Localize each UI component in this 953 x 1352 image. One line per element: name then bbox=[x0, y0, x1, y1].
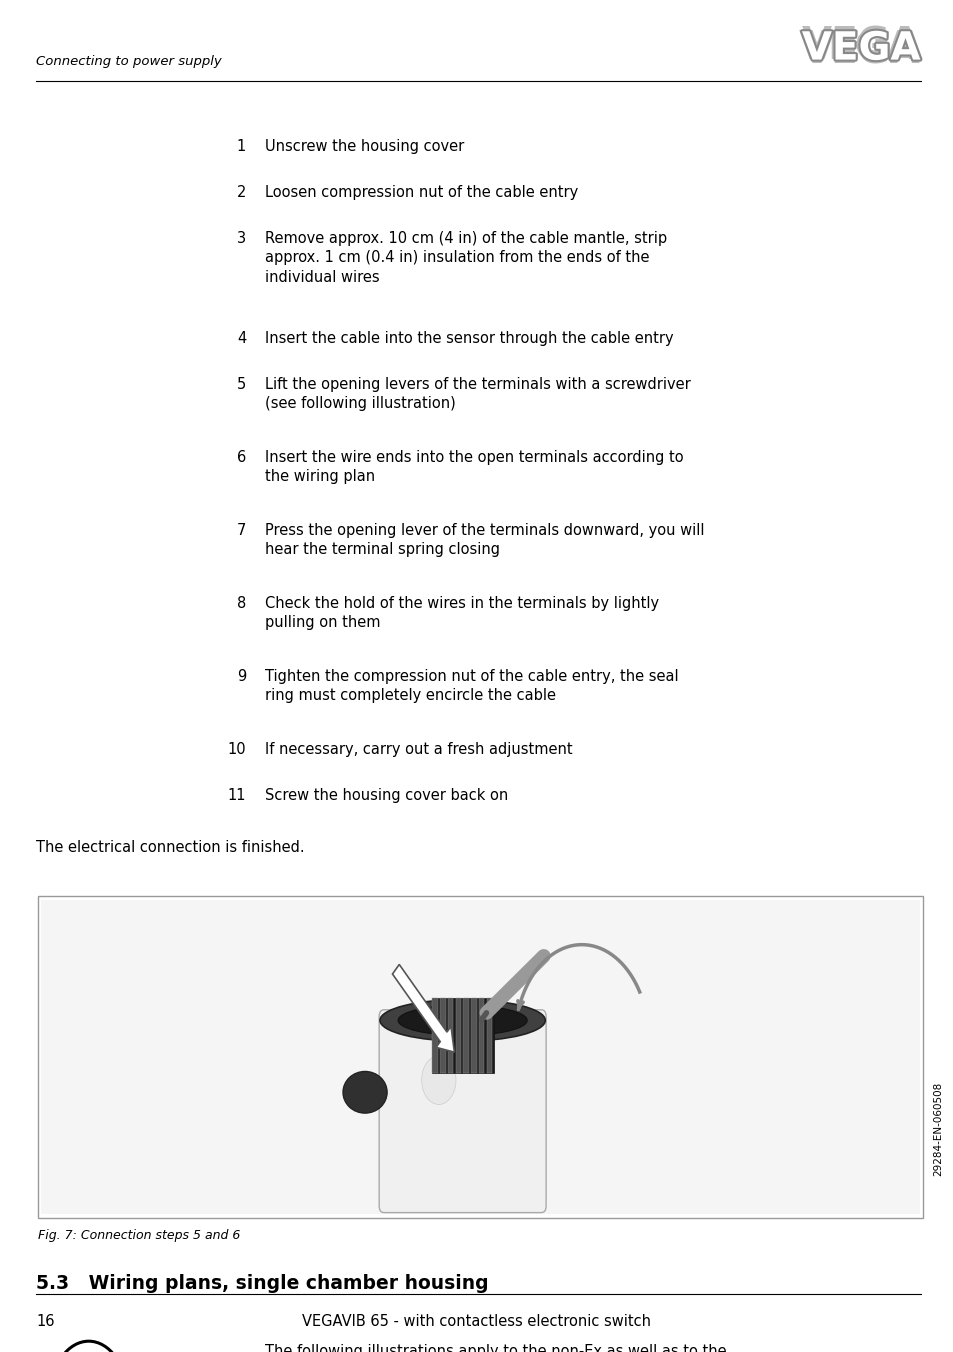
Text: 16: 16 bbox=[36, 1314, 54, 1329]
Text: 4: 4 bbox=[236, 331, 246, 346]
Bar bbox=[463, 998, 468, 1072]
Text: Tighten the compression nut of the cable entry, the seal
ring must completely en: Tighten the compression nut of the cable… bbox=[265, 669, 679, 703]
Text: 3: 3 bbox=[236, 231, 246, 246]
Text: VEGA: VEGA bbox=[801, 30, 920, 68]
Bar bbox=[439, 998, 445, 1072]
Bar bbox=[38, 896, 922, 1218]
FancyBboxPatch shape bbox=[378, 1010, 545, 1213]
Text: VEGA: VEGA bbox=[801, 30, 920, 68]
Text: Check the hold of the wires in the terminals by lightly
pulling on them: Check the hold of the wires in the termi… bbox=[265, 596, 659, 630]
FancyArrow shape bbox=[392, 964, 454, 1052]
Text: The electrical connection is finished.: The electrical connection is finished. bbox=[36, 840, 305, 854]
Point bbox=[476, 1011, 487, 1028]
Text: VEGA: VEGA bbox=[799, 30, 917, 68]
Ellipse shape bbox=[397, 1006, 527, 1036]
Bar bbox=[456, 998, 460, 1072]
Text: 10: 10 bbox=[227, 742, 246, 757]
Bar bbox=[478, 998, 484, 1072]
Text: 5.3   Wiring plans, single chamber housing: 5.3 Wiring plans, single chamber housing bbox=[36, 1274, 488, 1293]
Text: 2: 2 bbox=[236, 185, 246, 200]
Bar bbox=[486, 998, 492, 1072]
Text: 9: 9 bbox=[236, 669, 246, 684]
Bar bbox=[432, 998, 437, 1072]
Bar bbox=[41, 900, 919, 1214]
Text: 5: 5 bbox=[236, 377, 246, 392]
Point bbox=[480, 1005, 492, 1021]
Bar bbox=[471, 998, 476, 1072]
Ellipse shape bbox=[379, 999, 545, 1041]
Text: Unscrew the housing cover: Unscrew the housing cover bbox=[265, 139, 464, 154]
Bar bbox=[448, 998, 453, 1072]
Text: Fig. 7: Connection steps 5 and 6: Fig. 7: Connection steps 5 and 6 bbox=[38, 1229, 240, 1242]
Text: The following illustrations apply to the non-Ex as well as to the
EEx d version.: The following illustrations apply to the… bbox=[265, 1344, 726, 1352]
Text: Lift the opening levers of the terminals with a screwdriver
(see following illus: Lift the opening levers of the terminals… bbox=[265, 377, 690, 411]
Text: 6: 6 bbox=[236, 450, 246, 465]
Bar bbox=[431, 998, 493, 1072]
Text: VEGA: VEGA bbox=[801, 30, 920, 68]
Text: 29284-EN-060508: 29284-EN-060508 bbox=[932, 1082, 942, 1176]
Text: VEGA: VEGA bbox=[801, 26, 920, 64]
Text: 11: 11 bbox=[228, 788, 246, 803]
Circle shape bbox=[421, 1056, 456, 1105]
Text: Loosen compression nut of the cable entry: Loosen compression nut of the cable entr… bbox=[265, 185, 578, 200]
Line: 2 pts: 2 pts bbox=[486, 956, 543, 1013]
Text: Insert the cable into the sensor through the cable entry: Insert the cable into the sensor through… bbox=[265, 331, 673, 346]
Text: VEGA: VEGA bbox=[804, 30, 923, 68]
Text: Connecting to power supply: Connecting to power supply bbox=[36, 54, 222, 68]
Text: Remove approx. 10 cm (4 in) of the cable mantle, strip
approx. 1 cm (0.4 in) ins: Remove approx. 10 cm (4 in) of the cable… bbox=[265, 231, 667, 284]
Text: Insert the wire ends into the open terminals according to
the wiring plan: Insert the wire ends into the open termi… bbox=[265, 450, 683, 484]
Circle shape bbox=[51, 1341, 127, 1352]
Text: Screw the housing cover back on: Screw the housing cover back on bbox=[265, 788, 508, 803]
Text: If necessary, carry out a fresh adjustment: If necessary, carry out a fresh adjustme… bbox=[265, 742, 572, 757]
Text: VEGAVIB 65 - with contactless electronic switch: VEGAVIB 65 - with contactless electronic… bbox=[302, 1314, 651, 1329]
Text: 1: 1 bbox=[236, 139, 246, 154]
Text: Press the opening lever of the terminals downward, you will
hear the terminal sp: Press the opening lever of the terminals… bbox=[265, 523, 704, 557]
Ellipse shape bbox=[343, 1072, 387, 1113]
Text: VEGA: VEGA bbox=[801, 34, 920, 72]
Text: 8: 8 bbox=[236, 596, 246, 611]
Point bbox=[537, 948, 549, 964]
Text: 7: 7 bbox=[236, 523, 246, 538]
Point bbox=[480, 1005, 492, 1021]
Line: 2 pts: 2 pts bbox=[481, 1013, 486, 1019]
